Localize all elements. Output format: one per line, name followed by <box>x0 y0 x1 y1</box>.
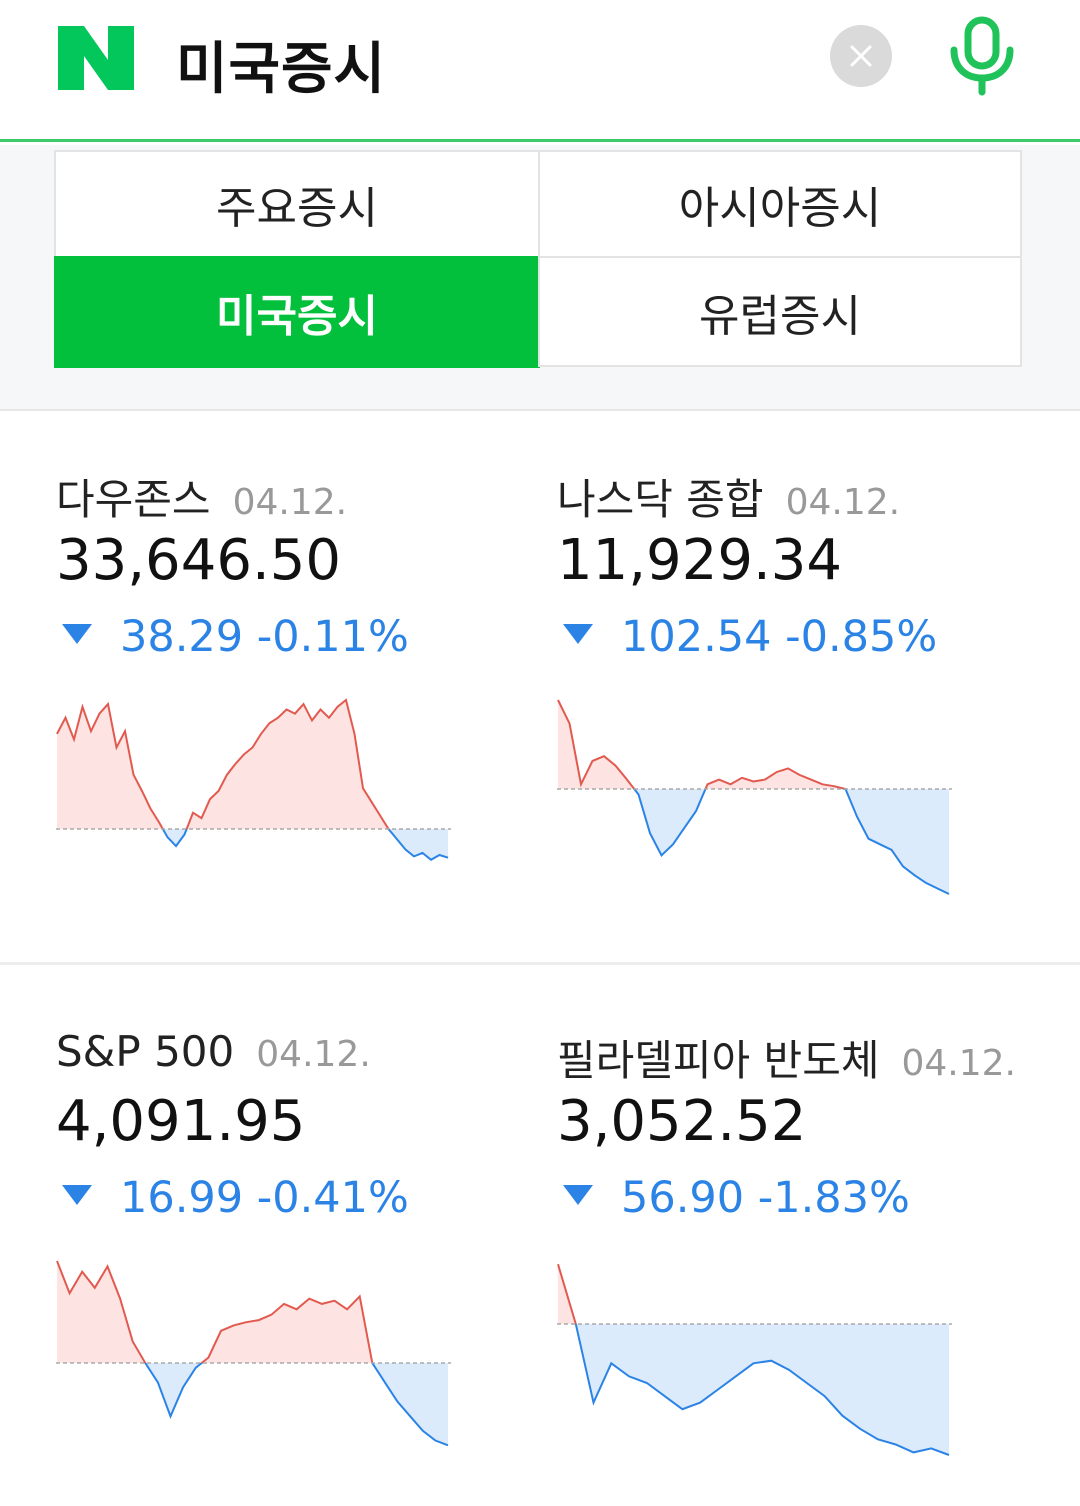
naver-logo[interactable] <box>58 26 134 90</box>
sparkline-area <box>57 1261 448 1363</box>
sparkline-area <box>57 700 448 829</box>
index-name: 다우존스 <box>56 475 211 524</box>
tab-label: 미국증시 <box>216 291 378 342</box>
close-icon <box>850 45 872 67</box>
index-title-row: S&P 500 04.12. <box>56 1027 371 1076</box>
sparkline-line <box>557 699 847 789</box>
index-change: 16.99 -0.41% <box>56 1173 409 1223</box>
search-query[interactable]: 미국증시 <box>176 37 387 102</box>
tab-us-markets[interactable]: 미국증시 <box>54 256 540 368</box>
index-card-sp500[interactable]: S&P 500 04.12. 4,091.95 16.99 -0.41% <box>56 1027 556 1506</box>
index-change-text: 56.90 -1.83% <box>621 1173 910 1223</box>
index-title-row: 필라델피아 반도체 04.12. <box>557 1027 1016 1088</box>
sparkline-chart <box>557 699 952 895</box>
market-tabs: 주요증시 아시아증시 미국증시 유럽증시 <box>0 145 1080 411</box>
sparkline-below-baseline <box>558 1324 950 1456</box>
down-arrow-icon <box>62 623 92 644</box>
index-change-text: 38.29 -0.11% <box>120 612 409 662</box>
search-header: 미국증시 <box>0 0 1080 142</box>
voice-search-button[interactable] <box>946 16 1018 98</box>
sparkline-area <box>57 829 448 860</box>
index-value: 3,052.52 <box>557 1089 807 1154</box>
tab-label: 유럽증시 <box>699 290 861 342</box>
sparkline-chart <box>56 1260 451 1447</box>
sparkline-area <box>558 1324 949 1455</box>
down-arrow-icon <box>62 1184 92 1205</box>
tab-major-markets[interactable]: 주요증시 <box>54 150 540 258</box>
index-value: 4,091.95 <box>56 1089 306 1154</box>
index-date: 04.12. <box>232 482 348 523</box>
sparkline-below-baseline <box>558 789 950 895</box>
sparkline-line <box>144 1363 449 1447</box>
sparkline-below-baseline <box>57 1363 449 1447</box>
index-name: 나스닥 종합 <box>557 475 764 524</box>
sparkline-area <box>558 700 949 789</box>
tab-asia-markets[interactable]: 아시아증시 <box>538 150 1022 258</box>
sparkline-line <box>632 789 950 895</box>
clear-search-button[interactable] <box>830 25 892 87</box>
section-divider <box>0 962 1080 965</box>
index-name: S&P 500 <box>56 1027 235 1076</box>
index-date: 04.12. <box>256 1034 371 1075</box>
sparkline-line <box>56 698 390 829</box>
index-change: 38.29 -0.11% <box>56 612 409 662</box>
down-arrow-icon <box>563 623 593 644</box>
sparkline-chart <box>56 698 451 862</box>
sparkline-below-baseline <box>57 829 449 862</box>
sparkline-line <box>574 1324 950 1456</box>
index-date: 04.12. <box>785 482 901 523</box>
index-card-nasdaq[interactable]: 나스닥 종합 04.12. 11,929.34 102.54 -0.85% <box>557 466 1057 986</box>
sparkline-area <box>57 1363 448 1446</box>
index-value: 11,929.34 <box>557 528 843 593</box>
sparkline-line <box>56 1260 374 1363</box>
tab-label: 주요증시 <box>216 183 378 234</box>
tab-label: 아시아증시 <box>678 183 882 234</box>
sparkline-above-baseline <box>56 698 448 829</box>
index-change-text: 102.54 -0.85% <box>621 612 938 662</box>
index-change: 102.54 -0.85% <box>557 612 937 662</box>
index-date: 04.12. <box>901 1043 1016 1084</box>
index-card-dow[interactable]: 다우존스 04.12. 33,646.50 38.29 -0.11% <box>56 466 556 986</box>
index-title-row: 나스닥 종합 04.12. <box>557 466 900 527</box>
index-title-row: 다우존스 04.12. <box>56 466 347 527</box>
sparkline-above-baseline <box>56 1260 448 1363</box>
sparkline-above-baseline <box>557 699 949 789</box>
index-value: 33,646.50 <box>56 528 342 593</box>
down-arrow-icon <box>563 1184 593 1205</box>
index-change-text: 16.99 -0.41% <box>120 1173 409 1223</box>
index-card-sox[interactable]: 필라델피아 반도체 04.12. 3,052.52 56.90 -1.83% <box>557 1027 1057 1506</box>
microphone-icon <box>950 16 1014 96</box>
index-change: 56.90 -1.83% <box>557 1173 910 1223</box>
tab-europe-markets[interactable]: 유럽증시 <box>538 256 1022 367</box>
index-name: 필라델피아 반도체 <box>557 1036 880 1085</box>
sparkline-area <box>558 789 949 894</box>
sparkline-chart <box>557 1263 952 1456</box>
